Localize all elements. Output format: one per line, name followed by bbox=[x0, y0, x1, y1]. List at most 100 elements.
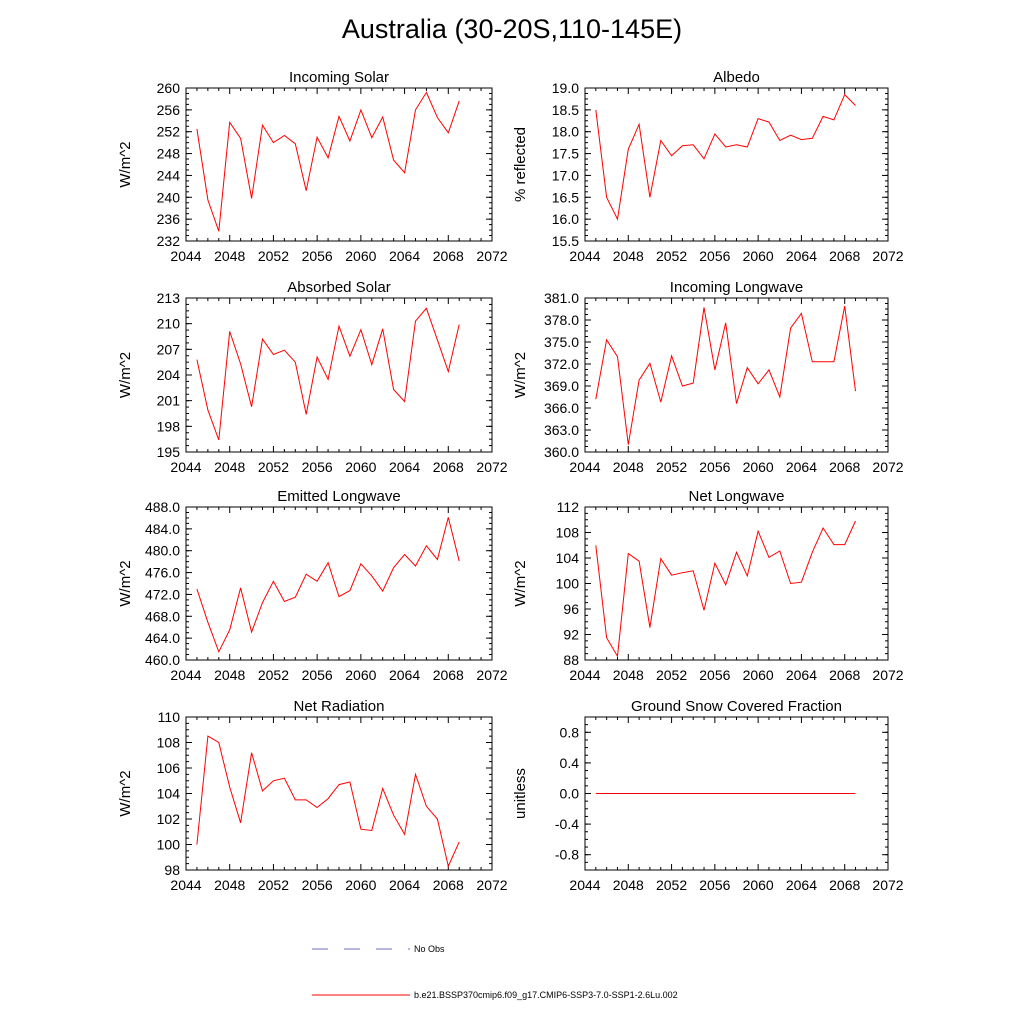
panel-title: Albedo bbox=[713, 69, 760, 86]
y-tick-label: 260 bbox=[157, 80, 181, 96]
x-tick-label: 2068 bbox=[829, 667, 860, 683]
x-tick-label: 2068 bbox=[433, 877, 464, 893]
y-tick-label: 15.5 bbox=[552, 233, 579, 249]
y-tick-label: 480.0 bbox=[145, 543, 180, 559]
x-tick-label: 2052 bbox=[656, 877, 687, 893]
x-tick-label: 2044 bbox=[170, 248, 201, 264]
x-tick-label: 2060 bbox=[345, 667, 376, 683]
y-tick-label: 375.0 bbox=[544, 334, 579, 350]
x-tick-label: 2072 bbox=[872, 248, 903, 264]
x-tick-label: 2052 bbox=[656, 667, 687, 683]
panel-title: Net Radiation bbox=[294, 698, 385, 715]
y-tick-label: 110 bbox=[158, 709, 181, 725]
y-tick-label: 17.5 bbox=[552, 146, 579, 162]
y-tick-label: 18.0 bbox=[552, 124, 579, 140]
y-tick-label: 195 bbox=[157, 444, 181, 460]
y-tick-label: 210 bbox=[157, 316, 181, 332]
y-tick-label: 204 bbox=[157, 367, 181, 383]
y-tick-label: 104 bbox=[556, 550, 580, 566]
y-tick-label: 366.0 bbox=[544, 400, 579, 416]
panel-title: Incoming Longwave bbox=[670, 279, 803, 296]
x-tick-label: 2060 bbox=[345, 459, 376, 475]
y-axis-label: W/m^2 bbox=[117, 352, 134, 398]
y-tick-label: 232 bbox=[157, 233, 181, 249]
y-tick-label: 460.0 bbox=[145, 652, 180, 668]
x-tick-label: 2072 bbox=[476, 248, 507, 264]
y-tick-label: 244 bbox=[157, 167, 181, 183]
y-tick-label: 201 bbox=[157, 393, 181, 409]
x-tick-label: 2056 bbox=[302, 459, 333, 475]
x-tick-label: 2068 bbox=[829, 877, 860, 893]
y-tick-label: 378.0 bbox=[544, 312, 579, 328]
y-tick-label: 108 bbox=[556, 525, 580, 541]
x-tick-label: 2072 bbox=[476, 877, 507, 893]
y-tick-label: 252 bbox=[157, 124, 181, 140]
series-line bbox=[196, 91, 460, 232]
x-tick-label: 2052 bbox=[258, 459, 289, 475]
x-tick-label: 2056 bbox=[302, 248, 333, 264]
panel-title: Emitted Longwave bbox=[277, 488, 400, 505]
y-tick-label: 381.0 bbox=[544, 290, 579, 306]
y-tick-label: 472.0 bbox=[145, 586, 180, 602]
x-tick-label: 2056 bbox=[302, 877, 333, 893]
x-tick-label: 2048 bbox=[613, 248, 644, 264]
plot-frame bbox=[584, 506, 889, 661]
x-tick-label: 2044 bbox=[569, 667, 600, 683]
x-tick-label: 2048 bbox=[214, 459, 245, 475]
x-tick-label: 2068 bbox=[433, 459, 464, 475]
y-tick-label: 372.0 bbox=[544, 356, 579, 372]
series-line bbox=[196, 735, 460, 868]
y-axis-label: W/m^2 bbox=[512, 352, 529, 398]
x-tick-label: 2072 bbox=[476, 667, 507, 683]
y-tick-label: 476.0 bbox=[145, 565, 180, 581]
y-tick-label: 92 bbox=[563, 627, 579, 643]
series-line bbox=[595, 93, 856, 221]
panel-title: Net Longwave bbox=[689, 488, 785, 505]
x-tick-label: 2068 bbox=[433, 667, 464, 683]
x-tick-label: 2044 bbox=[569, 877, 600, 893]
plot-frame bbox=[584, 87, 889, 242]
x-tick-label: 2072 bbox=[872, 877, 903, 893]
x-tick-label: 2060 bbox=[345, 248, 376, 264]
x-tick-label: 2060 bbox=[345, 877, 376, 893]
x-tick-label: 2060 bbox=[743, 667, 774, 683]
y-tick-label: 207 bbox=[157, 341, 181, 357]
y-tick-label: 248 bbox=[157, 146, 181, 162]
x-tick-label: 2072 bbox=[872, 459, 903, 475]
y-tick-label: 102 bbox=[157, 811, 181, 827]
y-tick-label: 360.0 bbox=[544, 444, 579, 460]
y-tick-label: 100 bbox=[556, 576, 580, 592]
series-line bbox=[196, 307, 460, 441]
plot-frame bbox=[185, 87, 493, 242]
x-tick-label: 2064 bbox=[786, 248, 817, 264]
y-tick-label: 0.0 bbox=[560, 786, 580, 802]
y-tick-label: 464.0 bbox=[145, 630, 180, 646]
x-tick-label: 2064 bbox=[389, 459, 420, 475]
y-axis-label: W/m^2 bbox=[117, 770, 134, 816]
x-tick-label: 2064 bbox=[389, 667, 420, 683]
x-tick-label: 2052 bbox=[258, 248, 289, 264]
x-tick-label: 2060 bbox=[743, 459, 774, 475]
x-tick-label: 2044 bbox=[170, 459, 201, 475]
y-tick-label: 256 bbox=[157, 102, 181, 118]
y-tick-label: 198 bbox=[157, 418, 181, 434]
x-tick-label: 2052 bbox=[258, 877, 289, 893]
x-tick-label: 2044 bbox=[569, 459, 600, 475]
y-tick-label: 16.0 bbox=[552, 211, 579, 227]
x-tick-label: 2044 bbox=[569, 248, 600, 264]
plot-frame bbox=[185, 297, 493, 453]
y-tick-label: -0.4 bbox=[555, 816, 579, 832]
x-tick-label: 2068 bbox=[433, 248, 464, 264]
plot-frame bbox=[185, 506, 493, 661]
x-tick-label: 2064 bbox=[389, 248, 420, 264]
panel-title: Ground Snow Covered Fraction bbox=[631, 698, 842, 715]
y-tick-label: 112 bbox=[557, 499, 580, 515]
y-axis-label: W/m^2 bbox=[117, 141, 134, 187]
y-tick-label: 213 bbox=[157, 290, 181, 306]
x-tick-label: 2064 bbox=[786, 877, 817, 893]
x-tick-label: 2064 bbox=[786, 459, 817, 475]
x-tick-label: 2048 bbox=[613, 459, 644, 475]
x-tick-label: 2048 bbox=[613, 877, 644, 893]
y-tick-label: 104 bbox=[157, 786, 181, 802]
y-tick-label: 16.5 bbox=[552, 189, 579, 205]
